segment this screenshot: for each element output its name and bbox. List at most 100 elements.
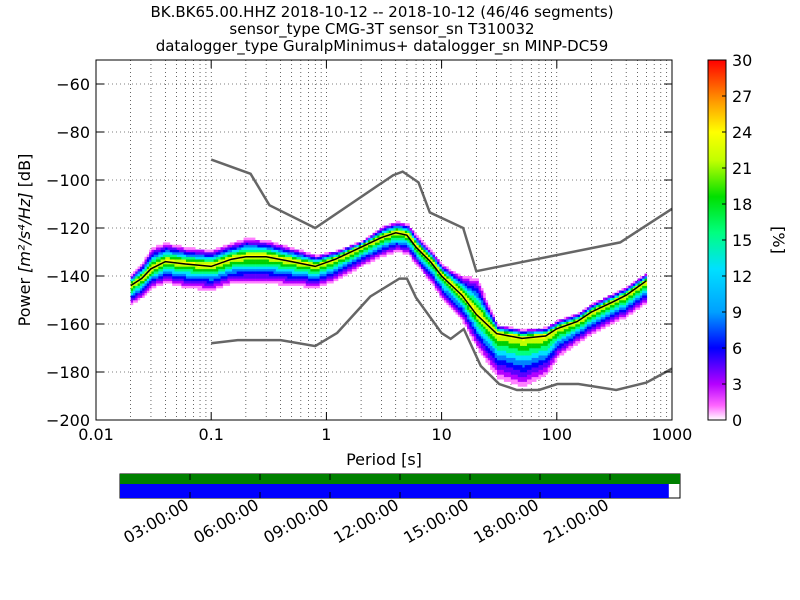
- psd-cell: [453, 285, 456, 289]
- psd-cell: [340, 252, 343, 255]
- psd-cell: [529, 374, 532, 378]
- psd-cell: [218, 249, 221, 253]
- psd-cell: [354, 264, 357, 267]
- psd-cell: [526, 350, 530, 354]
- psd-cell: [185, 264, 189, 267]
- psd-cell: [635, 280, 638, 284]
- psd-cell: [275, 268, 279, 272]
- psd-cell: [425, 261, 429, 265]
- psd-cell: [471, 328, 475, 332]
- psd-cell: [250, 256, 254, 260]
- psd-cell: [508, 352, 512, 356]
- psd-cell: [559, 336, 562, 339]
- psd-cell: [291, 283, 295, 286]
- psd-cell: [554, 348, 558, 351]
- psd-cell: [478, 283, 482, 286]
- psd-cell: [158, 244, 161, 248]
- psd-cell: [490, 350, 493, 354]
- psd-cell: [593, 319, 597, 322]
- psd-cell: [450, 283, 454, 286]
- psd-cell: [568, 331, 572, 334]
- psd-cell: [473, 338, 477, 342]
- psd-cell: [478, 333, 482, 337]
- psd-cell: [252, 249, 256, 253]
- psd-cell: [520, 364, 523, 368]
- psd-cell: [160, 278, 164, 282]
- psd-cell: [478, 285, 482, 289]
- psd-cell: [165, 278, 168, 282]
- psd-cell: [206, 249, 210, 253]
- colorbar-tick-label: 12: [732, 267, 752, 286]
- psd-cell: [420, 266, 424, 270]
- psd-cell: [301, 252, 304, 255]
- psd-cell: [372, 252, 376, 255]
- psd-cell: [538, 338, 542, 342]
- psd-cell: [404, 242, 408, 246]
- psd-cell: [513, 379, 516, 382]
- psd-cell: [575, 326, 578, 330]
- psd-cell: [132, 295, 136, 298]
- psd-cell: [533, 345, 537, 349]
- psd-cell: [257, 247, 261, 250]
- psd-cell: [628, 295, 631, 298]
- psd-cell: [153, 285, 157, 289]
- psd-cell: [515, 345, 519, 349]
- psd-cell: [393, 249, 396, 253]
- psd-cell: [153, 259, 157, 262]
- psd-cell: [522, 367, 525, 370]
- psd-cell: [294, 273, 297, 277]
- psd-cell: [149, 256, 152, 260]
- psd-cell: [591, 331, 595, 334]
- psd-cell: [209, 271, 212, 274]
- psd-cell: [195, 254, 198, 258]
- psd-cell: [328, 252, 332, 255]
- psd-cell: [453, 280, 456, 284]
- psd-cell: [273, 242, 277, 246]
- psd-cell: [591, 326, 595, 330]
- psd-cell: [499, 350, 502, 354]
- psd-cell: [508, 350, 512, 354]
- psd-cell: [471, 324, 475, 327]
- psd-cell: [146, 254, 150, 258]
- psd-cell: [517, 350, 521, 354]
- psd-cell: [485, 316, 489, 320]
- psd-cell: [331, 266, 334, 270]
- psd-cell: [146, 288, 150, 291]
- psd-cell: [497, 328, 500, 332]
- psd-cell: [259, 268, 263, 272]
- psd-cell: [310, 254, 313, 258]
- psd-cell: [520, 362, 523, 366]
- psd-cell: [499, 364, 502, 368]
- psd-cell: [478, 297, 482, 301]
- psd-cell: [174, 244, 178, 248]
- psd-cell: [280, 252, 284, 255]
- psd-cell: [566, 348, 569, 351]
- psd-cell: [153, 249, 157, 253]
- y-axis-label-text: Power: [15, 273, 34, 326]
- psd-cell: [291, 249, 295, 253]
- psd-cell: [497, 324, 500, 327]
- psd-cell: [473, 292, 477, 296]
- psd-cell: [361, 264, 364, 267]
- psd-cell: [197, 261, 201, 265]
- psd-cell: [202, 266, 205, 270]
- psd-cell: [552, 355, 555, 358]
- colorbar-tick-label: 24: [732, 123, 752, 142]
- psd-cell: [222, 271, 226, 274]
- psd-cell: [432, 280, 436, 284]
- psd-cell: [195, 280, 198, 284]
- psd-cell: [582, 309, 585, 313]
- psd-cell: [427, 278, 431, 282]
- psd-cell: [425, 268, 429, 272]
- psd-cell: [609, 309, 613, 313]
- psd-cell: [149, 261, 152, 265]
- psd-cell: [506, 369, 509, 373]
- psd-cell: [255, 256, 258, 260]
- psd-cell: [510, 340, 514, 344]
- psd-cell: [628, 304, 631, 308]
- psd-cell: [589, 309, 592, 313]
- psd-cell: [533, 374, 537, 378]
- psd-cell: [492, 340, 496, 344]
- x-tick-label: 1: [321, 425, 331, 444]
- psd-cell: [524, 333, 528, 337]
